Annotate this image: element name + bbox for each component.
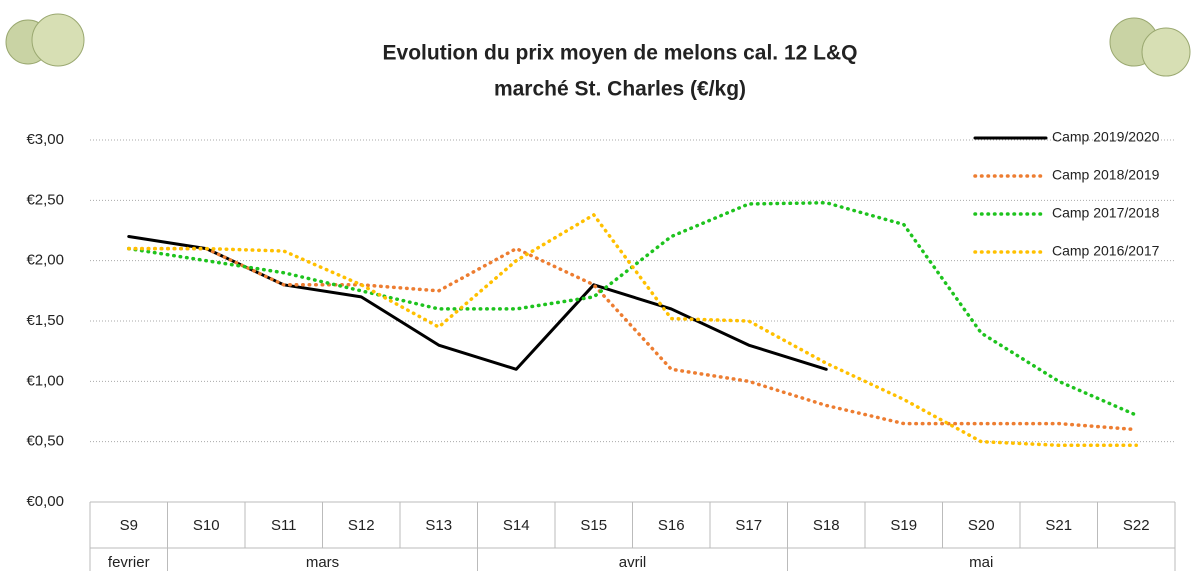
month-label: mai [969,554,993,571]
month-label: fevrier [108,554,150,571]
legend-label: Camp 2017/2018 [1052,205,1160,221]
melon-icon [1110,18,1190,76]
x-tick-label: S22 [1123,517,1150,534]
chart-title: marché St. Charles (€/kg) [494,78,746,101]
x-tick-label: S11 [271,517,297,534]
x-tick-label: S19 [890,517,917,534]
x-tick-label: S13 [425,517,452,534]
y-tick-label: €0,50 [26,433,64,450]
x-tick-label: S20 [968,517,995,534]
x-tick-label: S15 [580,517,607,534]
month-label: avril [619,554,647,571]
series-line [129,215,1137,445]
series-line [129,249,1137,430]
x-tick-label: S21 [1045,517,1072,534]
series-line [129,203,1137,415]
month-label: mars [306,554,339,571]
y-tick-label: €1,50 [26,312,64,329]
y-tick-label: €2,00 [26,252,64,269]
legend-label: Camp 2016/2017 [1052,243,1160,259]
x-tick-label: S14 [503,517,530,534]
y-tick-label: €2,50 [26,191,64,208]
melon-icon [6,14,84,66]
y-tick-label: €1,00 [26,372,64,389]
series-line [129,237,827,370]
x-tick-label: S17 [735,517,762,534]
legend-label: Camp 2018/2019 [1052,167,1160,183]
x-tick-label: S16 [658,517,685,534]
x-tick-label: S12 [348,517,375,534]
y-tick-label: €0,00 [26,493,64,510]
x-tick-label: S10 [193,517,220,534]
chart-title: Evolution du prix moyen de melons cal. 1… [383,42,858,65]
legend-label: Camp 2019/2020 [1052,129,1160,145]
x-tick-label: S18 [813,517,840,534]
chart: Evolution du prix moyen de melons cal. 1… [0,0,1194,571]
x-tick-label: S9 [120,517,138,534]
y-tick-label: €3,00 [26,131,64,148]
